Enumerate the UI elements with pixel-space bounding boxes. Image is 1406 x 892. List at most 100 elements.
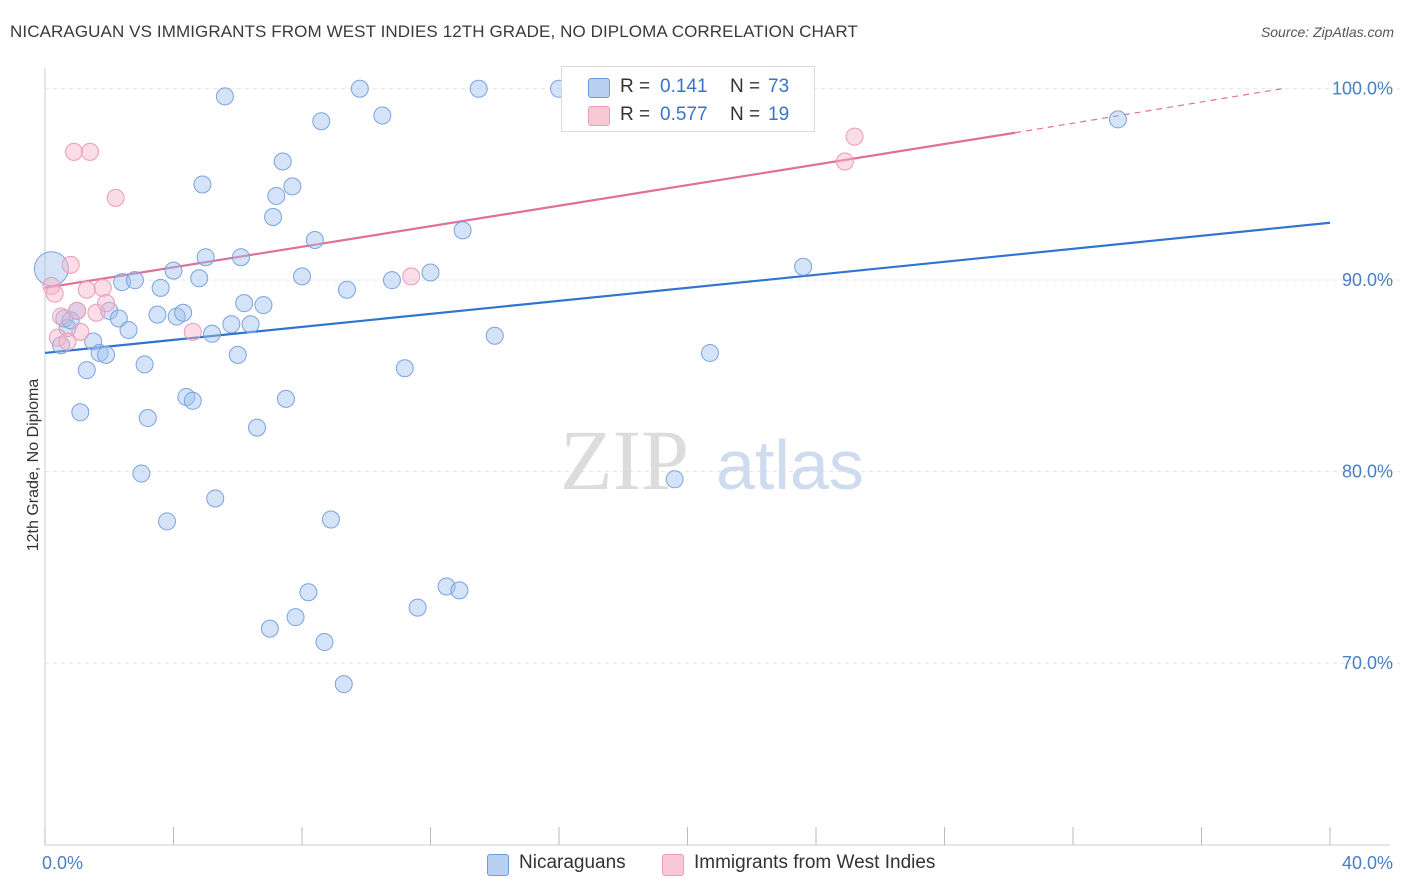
bottom-legend-label: Nicaraguans xyxy=(519,852,626,873)
points-nicaraguans xyxy=(33,79,1127,694)
point-nicaraguan xyxy=(138,409,157,428)
point-nicaraguan xyxy=(148,305,167,324)
points-west-indies xyxy=(42,127,864,351)
axes xyxy=(44,68,1390,846)
point-nicaraguan xyxy=(286,608,305,627)
legend-swatch-pink xyxy=(588,106,610,126)
y-tick-label: 90.0% xyxy=(1342,270,1393,290)
point-nicaraguan xyxy=(231,248,250,267)
y-tick-labels: 100.0% 90.0% 80.0% 70.0% xyxy=(1332,79,1393,673)
point-nicaraguan xyxy=(337,280,356,299)
point-nicaraguan xyxy=(97,345,116,364)
legend-n-value: 73 xyxy=(768,76,790,97)
point-west-indies xyxy=(97,294,116,313)
legend-swatch-blue xyxy=(588,78,610,98)
point-nicaraguan xyxy=(151,278,170,297)
point-nicaraguan xyxy=(293,267,311,286)
point-west-indies xyxy=(80,142,99,161)
point-nicaraguan xyxy=(248,418,267,437)
point-nicaraguan xyxy=(132,464,151,483)
point-west-indies xyxy=(87,303,106,322)
point-nicaraguan xyxy=(241,315,260,334)
grid-lines xyxy=(45,88,1400,664)
point-nicaraguan xyxy=(135,355,154,374)
point-west-indies xyxy=(183,322,202,341)
point-nicaraguan xyxy=(203,324,222,343)
trend-line-west-indies-extrapolated xyxy=(1015,88,1282,134)
point-nicaraguan xyxy=(254,296,273,315)
point-nicaraguan xyxy=(109,309,128,328)
point-nicaraguan xyxy=(196,248,215,267)
point-nicaraguan xyxy=(395,359,414,378)
point-nicaraguan xyxy=(700,343,719,362)
y-tick-label: 80.0% xyxy=(1342,462,1393,482)
x-tick-label: 40.0% xyxy=(1342,853,1393,873)
point-nicaraguan xyxy=(450,581,469,600)
point-nicaraguan xyxy=(453,221,472,240)
point-west-indies xyxy=(58,332,77,351)
point-nicaraguan xyxy=(119,320,138,339)
watermark: ZIP atlas xyxy=(560,412,864,508)
y-tick-label: 100.0% xyxy=(1332,79,1393,99)
point-west-indies xyxy=(64,142,83,161)
watermark-zip: ZIP xyxy=(560,412,689,508)
point-nicaraguan xyxy=(174,303,193,322)
legend-r-label: R = xyxy=(620,104,651,125)
legend-r-value: 0.141 xyxy=(660,76,708,97)
point-nicaraguan xyxy=(283,177,302,196)
point-nicaraguan xyxy=(84,332,103,351)
point-nicaraguan xyxy=(228,345,247,364)
point-west-indies xyxy=(48,328,67,347)
bottom-legend-swatch-blue xyxy=(487,854,509,876)
point-nicaraguan xyxy=(299,583,318,602)
point-nicaraguan xyxy=(315,633,334,652)
legend-row-west-indies: R = 0.577 N = 19 xyxy=(562,101,814,129)
legend-n-value: 19 xyxy=(768,104,790,125)
chart-title: NICARAGUAN VS IMMIGRANTS FROM WEST INDIE… xyxy=(10,22,858,41)
point-west-indies xyxy=(835,152,854,171)
trend-line-west-indies xyxy=(44,131,1016,289)
legend-r-label: R = xyxy=(620,76,651,97)
point-nicaraguan xyxy=(334,675,353,694)
point-nicaraguan xyxy=(190,269,209,288)
point-nicaraguan xyxy=(1108,110,1127,129)
trend-lines xyxy=(44,88,1331,355)
point-nicaraguan xyxy=(260,619,279,638)
point-nicaraguan xyxy=(267,186,286,205)
point-west-indies xyxy=(52,307,71,326)
point-nicaraguan xyxy=(206,489,225,508)
point-nicaraguan xyxy=(408,598,427,617)
point-nicaraguan xyxy=(485,326,504,345)
point-west-indies xyxy=(77,280,96,299)
point-nicaraguan xyxy=(235,294,254,313)
point-nicaraguan xyxy=(305,230,324,249)
point-nicaraguan xyxy=(276,389,295,408)
y-tick-label: 70.0% xyxy=(1342,653,1393,673)
point-west-indies xyxy=(93,278,112,297)
point-nicaraguan xyxy=(382,271,401,290)
point-nicaraguan xyxy=(193,175,212,194)
point-nicaraguan xyxy=(61,311,80,330)
legend-n-label: N = xyxy=(730,76,761,97)
x-tick-label: 0.0% xyxy=(42,853,83,873)
bottom-legend-label: Immigrants from West Indies xyxy=(694,852,936,873)
legend-row-nicaraguans: R = 0.141 N = 73 xyxy=(562,73,814,101)
point-nicaraguan xyxy=(164,261,183,280)
correlation-legend: R = 0.141 N = 73 R = 0.577 N = 19 xyxy=(561,66,815,132)
point-nicaraguan xyxy=(90,343,109,362)
point-nicaraguan xyxy=(794,257,813,276)
legend-n-label: N = xyxy=(730,104,761,125)
point-nicaraguan xyxy=(665,470,684,489)
point-west-indies xyxy=(45,284,64,303)
point-nicaraguan xyxy=(312,112,331,131)
point-west-indies xyxy=(106,188,125,207)
point-west-indies xyxy=(68,301,87,320)
point-nicaraguan xyxy=(215,87,234,106)
point-nicaraguan xyxy=(273,152,292,171)
point-nicaraguan xyxy=(158,512,177,531)
point-nicaraguan xyxy=(469,79,488,98)
point-nicaraguan xyxy=(77,361,96,380)
y-axis-label: 12th Grade, No Diploma xyxy=(25,379,42,552)
source-label: Source: ZipAtlas.com xyxy=(1260,24,1394,40)
